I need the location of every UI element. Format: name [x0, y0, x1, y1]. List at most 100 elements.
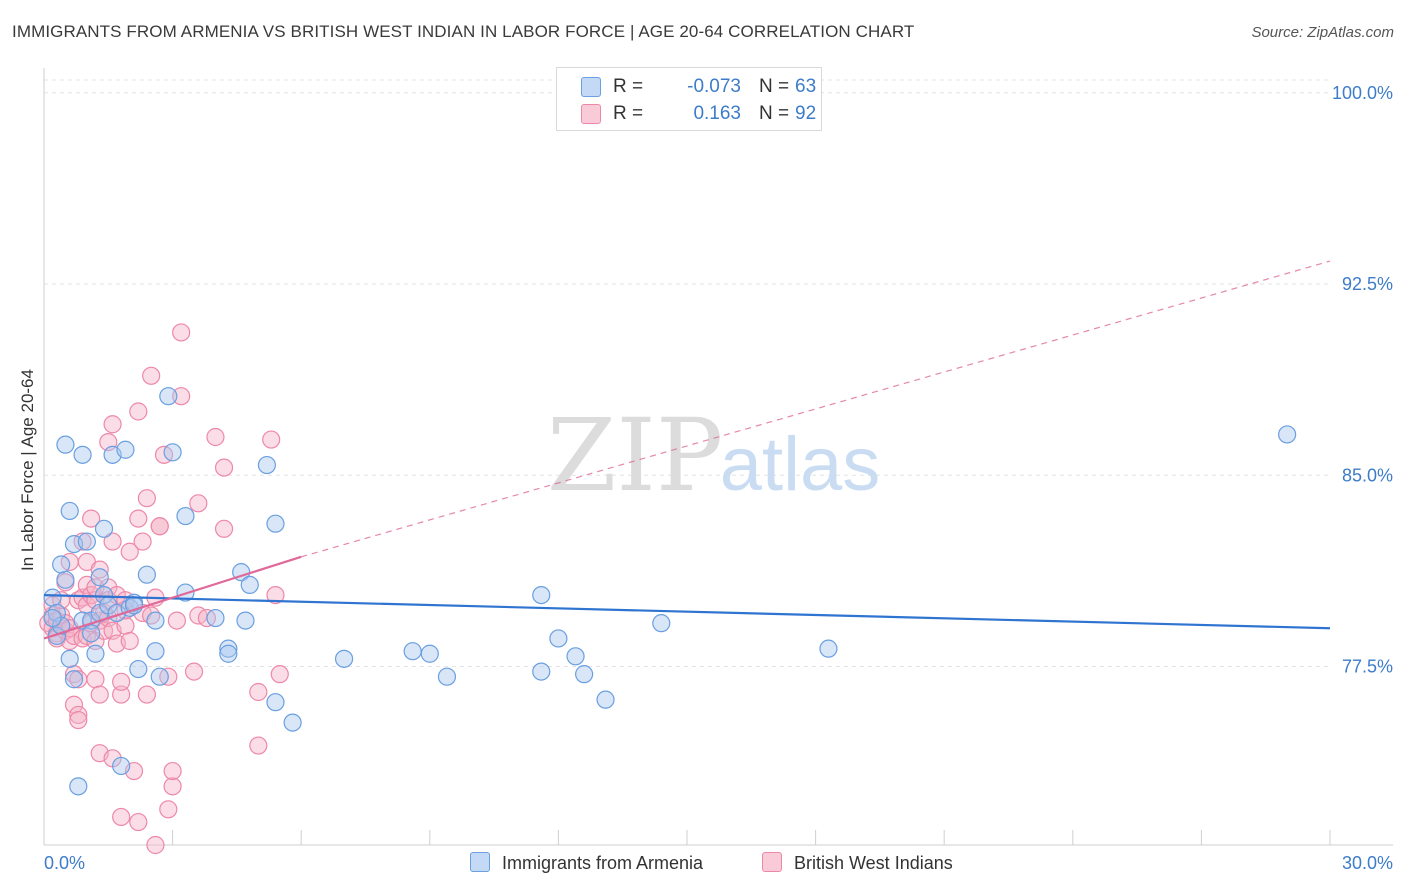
point-british-west-indians: [163, 777, 182, 796]
r-value: -0.073: [687, 76, 741, 97]
point-british-west-indians: [137, 489, 156, 508]
point-immigrants-from-armenia: [206, 608, 225, 628]
legend-label: British West Indians: [794, 853, 953, 873]
point-british-west-indians: [137, 685, 156, 704]
point-british-west-indians: [69, 710, 88, 730]
point-immigrants-from-armenia: [266, 693, 285, 712]
point-immigrants-from-armenia: [52, 555, 71, 574]
watermark: ZIP atlas: [547, 397, 880, 514]
point-british-west-indians: [150, 517, 169, 536]
point-british-west-indians: [112, 672, 131, 691]
point-immigrants-from-armenia: [819, 639, 838, 658]
y-tick-label: 92.5%: [1342, 274, 1393, 294]
point-immigrants-from-armenia: [334, 649, 354, 668]
point-british-west-indians: [167, 611, 186, 630]
point-british-west-indians: [189, 494, 208, 513]
point-british-west-indians: [86, 670, 105, 689]
point-immigrants-from-armenia: [219, 639, 238, 658]
point-immigrants-from-armenia: [163, 443, 182, 462]
point-british-west-indians: [129, 812, 148, 832]
point-british-west-indians: [112, 807, 131, 827]
point-british-west-indians: [266, 585, 285, 605]
point-immigrants-from-armenia: [150, 667, 169, 686]
x-tick-label: 30.0%: [1342, 853, 1393, 873]
point-immigrants-from-armenia: [43, 588, 62, 607]
y-tick-label: 100.0%: [1332, 83, 1393, 103]
watermark-atlas: atlas: [720, 422, 881, 507]
point-british-west-indians: [120, 631, 139, 651]
point-immigrants-from-armenia: [532, 662, 551, 681]
point-immigrants-from-armenia: [257, 455, 277, 475]
point-immigrants-from-armenia: [60, 501, 79, 521]
point-immigrants-from-armenia: [64, 670, 84, 689]
watermark-zip: ZIP: [547, 397, 723, 514]
point-british-west-indians: [206, 427, 225, 447]
x-tick-label: 0.0%: [44, 853, 85, 873]
point-british-west-indians: [142, 366, 161, 385]
legend-swatch-pink: [762, 852, 782, 872]
point-immigrants-from-armenia: [1278, 425, 1297, 444]
legend-label: Immigrants from Armenia: [502, 853, 704, 873]
point-british-west-indians: [214, 458, 234, 477]
point-immigrants-from-armenia: [82, 624, 101, 643]
point-british-west-indians: [129, 402, 148, 421]
point-british-west-indians: [103, 415, 122, 434]
point-british-west-indians: [120, 542, 139, 561]
point-immigrants-from-armenia: [77, 532, 96, 551]
point-immigrants-from-armenia: [73, 445, 92, 464]
axes: [43, 68, 1393, 846]
tick-labels: 77.5% 85.0% 92.5% 100.0% 0.0% 30.0%: [44, 83, 1393, 873]
point-immigrants-from-armenia: [112, 756, 131, 776]
legend-swatch-blue: [470, 852, 490, 872]
y-tick-label: 77.5%: [1342, 657, 1393, 677]
point-immigrants-from-armenia: [219, 644, 238, 663]
point-british-west-indians: [184, 662, 204, 681]
trend-line-bwi: [43, 555, 302, 640]
point-immigrants-from-armenia: [566, 647, 585, 666]
point-immigrants-from-armenia: [94, 585, 114, 605]
point-immigrants-from-armenia: [403, 642, 422, 661]
point-british-west-indians: [163, 761, 182, 781]
correlation-legend: R = -0.073 N = 63 R = 0.163 N = 92: [556, 67, 822, 131]
point-immigrants-from-armenia: [532, 585, 551, 605]
point-immigrants-from-armenia: [437, 667, 457, 686]
point-british-west-indians: [172, 387, 191, 406]
point-immigrants-from-armenia: [137, 565, 156, 584]
point-immigrants-from-armenia: [60, 649, 79, 668]
point-immigrants-from-armenia: [90, 568, 109, 587]
point-british-west-indians: [249, 736, 268, 755]
point-british-west-indians: [262, 430, 281, 449]
point-immigrants-from-armenia: [549, 629, 568, 648]
point-immigrants-from-armenia: [159, 387, 178, 406]
point-immigrants-from-armenia: [86, 644, 105, 663]
point-immigrants-from-armenia: [266, 514, 285, 533]
point-british-west-indians: [214, 519, 234, 538]
point-immigrants-from-armenia: [236, 611, 255, 630]
point-immigrants-from-armenia: [116, 440, 135, 459]
r-label: R =: [613, 76, 644, 97]
chart-title: IMMIGRANTS FROM ARMENIA VS BRITISH WEST …: [12, 22, 915, 41]
point-immigrants-from-armenia: [56, 435, 75, 454]
point-immigrants-from-armenia: [146, 611, 165, 630]
n-value: 92: [795, 103, 817, 124]
point-immigrants-from-armenia: [596, 690, 615, 709]
point-immigrants-from-armenia: [129, 659, 148, 679]
trend-lines: [43, 260, 1331, 640]
point-immigrants-from-armenia: [652, 614, 671, 633]
n-label: N =: [759, 103, 790, 124]
point-immigrants-from-armenia: [146, 642, 165, 661]
r-value: 0.163: [693, 103, 741, 124]
point-immigrants-from-armenia: [47, 626, 66, 646]
n-label: N =: [759, 76, 790, 97]
point-british-west-indians: [133, 532, 152, 551]
r-label: R =: [613, 103, 644, 124]
point-british-west-indians: [172, 323, 191, 342]
n-value: 63: [795, 76, 817, 97]
point-immigrants-from-armenia: [420, 644, 439, 663]
series-immigrants-from-armenia: [43, 387, 1297, 796]
point-immigrants-from-armenia: [240, 575, 259, 595]
point-british-west-indians: [129, 509, 148, 528]
point-immigrants-from-armenia: [43, 608, 62, 628]
point-immigrants-from-armenia: [56, 570, 75, 589]
